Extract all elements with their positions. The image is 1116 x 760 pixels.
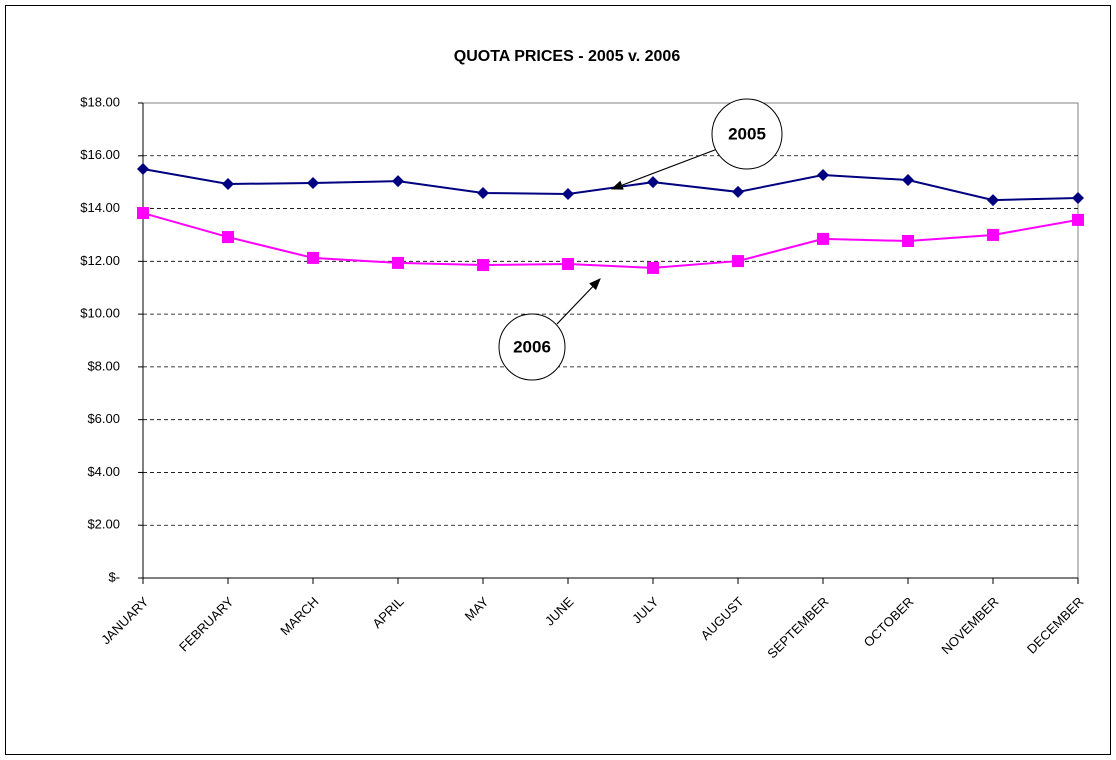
annotation: 2005 [728, 124, 766, 143]
y-tick-label: $12.00 [80, 253, 120, 268]
marker [647, 261, 659, 274]
marker [1072, 213, 1084, 226]
marker [1072, 192, 1084, 204]
marker [477, 186, 489, 199]
annotation-circle [711, 98, 783, 170]
y-tick-label: $2.00 [87, 517, 120, 532]
y-tick-label: $4.00 [87, 464, 120, 479]
marker [222, 178, 234, 191]
marker [987, 228, 999, 241]
marker [902, 235, 914, 248]
series-line [142, 212, 1079, 269]
series-line [142, 167, 1079, 202]
marker [732, 185, 744, 198]
marker [732, 255, 744, 268]
marker [307, 176, 319, 189]
marker [987, 194, 999, 207]
marker [307, 251, 319, 264]
annotation-arrow [556, 278, 601, 325]
y-tick-label: $16.00 [80, 147, 120, 162]
marker [392, 175, 404, 188]
marker [902, 174, 914, 187]
marker [222, 231, 234, 244]
marker [137, 162, 149, 175]
annotation: 2006 [513, 337, 551, 356]
marker [562, 188, 574, 201]
y-tick-label: $8.00 [87, 358, 120, 373]
marker [817, 169, 829, 182]
y-tick-label: $14.00 [80, 200, 120, 215]
marker [477, 259, 489, 272]
plot-area [142, 102, 1079, 579]
y-tick-label: $6.00 [87, 411, 120, 426]
marker [647, 176, 659, 189]
chart-title: QUOTA PRICES - 2005 v. 2006 [454, 48, 681, 65]
annotation-arrow [610, 147, 721, 190]
marker [817, 232, 829, 245]
marker [562, 257, 574, 270]
y-tick-label: $10.00 [80, 306, 120, 321]
marker [392, 256, 404, 269]
y-tick-label: $- [108, 569, 120, 584]
annotation-circle [498, 313, 566, 381]
marker [137, 207, 149, 220]
y-tick-label: $18.00 [80, 94, 120, 109]
